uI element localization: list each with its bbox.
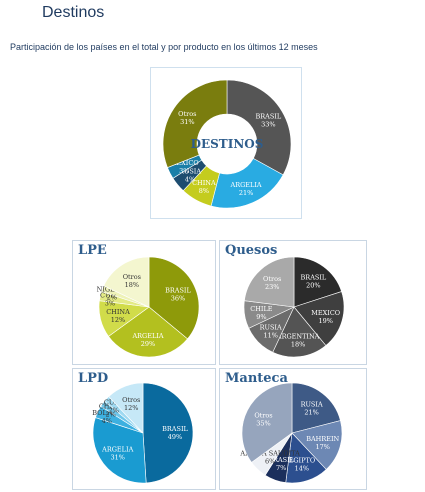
lpd-label-argelia: ARGELIA 31% [101, 446, 133, 462]
lpd-slice-brasil [142, 382, 194, 484]
manteca-label-otros: Otros 35% [254, 411, 272, 427]
destinos-slice-otros [162, 79, 228, 168]
manteca-label-egipto: EGIPTO 14% [289, 456, 316, 472]
quesos-label-chile: CHILE 9% [250, 305, 273, 321]
manteca-label-arabia-saudita: ARABIA SAUDITA 6% [239, 449, 300, 465]
lpe-slice-brasil [148, 256, 200, 340]
manteca-chart-title: Manteca [225, 371, 288, 386]
manteca-slice-bahrein [291, 420, 343, 470]
destinos-slice-brasil [226, 79, 292, 176]
destinos-label-brasil: BRASIL 33% [255, 113, 281, 129]
quesos-chart-panel: Quesos BRASIL 20% MEXICO 19% ARGENTINA 18% RUS… [219, 240, 367, 365]
lpd-label-otros: Otros 12% [122, 396, 140, 412]
destinos-label-mexico: MEXICO 3% [170, 159, 199, 175]
quesos-label-mexico: MEXICO 19% [311, 309, 340, 325]
lpe-label-cuba: CUBA 3% [100, 291, 120, 307]
page-title: Destinos [42, 4, 105, 21]
lpe-chart-title: LPE [78, 243, 107, 258]
destinos-label-rusia: RUSIA 4% [179, 168, 201, 184]
lpe-label-otros: Otros 18% [123, 273, 141, 289]
quesos-label-argentina: ARGENTINA 18% [276, 333, 320, 349]
lpd-slice-argelia [92, 417, 147, 484]
lpe-label-china: CHINA 12% [106, 308, 130, 324]
destinos-center-label: DESTINOS [191, 137, 264, 151]
lpe-label-brasil: BRASIL 36% [165, 286, 191, 302]
manteca-label-brasil: BRASIL 7% [268, 456, 294, 472]
quesos-label-rusia: RUSIA 11% [260, 323, 282, 339]
quesos-label-otros: Otros 23% [263, 275, 281, 291]
manteca-pie-chart: RUSIA 21% BAHREIN 17% EGIPTO 14%BRASIL 7%ARABI… [239, 382, 343, 484]
lpe-slice-otros [103, 256, 150, 308]
lpd-slice-otros [108, 382, 144, 434]
manteca-label-bahrein: BAHREIN 17% [306, 435, 339, 451]
manteca-label-rusia: RUSIA 21% [301, 401, 323, 417]
quesos-chart-title: Quesos [225, 243, 278, 258]
lpd-label-cuba: CUBA 2% [104, 399, 124, 415]
page-subtitle: Participación de los países en el total … [10, 42, 318, 52]
lpd-chart-title: LPD [78, 371, 109, 386]
quesos-pie-chart: BRASIL 20% MEXICO 19% ARGENTINA 18%RUSIA 11% CH… [243, 256, 345, 358]
quesos-slice-otros [244, 256, 295, 308]
manteca-slice-otros [241, 382, 293, 463]
quesos-label-brasil: BRASIL 20% [301, 273, 327, 289]
lpd-label-bolivia: BOLIVIA 4% [92, 409, 121, 425]
lpe-chart-panel: LPE BRASIL36%ARGELIA29%CHINA12%CUBA3%NIG… [72, 240, 216, 365]
destinos-label-otros: Otros 31% [178, 110, 196, 126]
lpd-pie-chart: BRASIL49%ARGELIA31%BOLIVIA4%CHINA2%CUBA2… [92, 382, 194, 484]
destinos-chart-panel: BRASIL 33% ARGELIA 21% CHINA 8% RUSIA 4% MEXICO 3… [150, 67, 302, 219]
lpe-label-argelia: ARGELIA 29% [131, 332, 163, 348]
quesos-slice-mexico [293, 291, 345, 346]
manteca-chart-panel: Manteca RUSIA 21% BAHREIN 17% EGIPTO 14% BRASI… [219, 368, 367, 490]
quesos-slice-argentina [272, 306, 327, 358]
manteca-slice-rusia [291, 382, 341, 434]
quesos-slice-brasil [293, 256, 342, 308]
destinos-label-argelia: ARGELIA 21% [230, 181, 262, 197]
lpe-slice-argelia [108, 306, 188, 358]
lpe-pie-chart: BRASIL36%ARGELIA29%CHINA12%CUBA3%NIGERIA… [97, 256, 200, 358]
lpd-label-brasil: BRASIL 49% [162, 425, 188, 441]
destinos-label-china: CHINA 8% [192, 179, 216, 195]
destinos-donut-chart: BRASIL 33% ARGELIA 21% CHINA 8%RUSIA 4%MEXICO 3… [162, 79, 292, 209]
lpd-chart-panel: LPD BRASIL49%ARGELIA31%BOLIVIA4%CHINA2%C… [72, 368, 216, 490]
